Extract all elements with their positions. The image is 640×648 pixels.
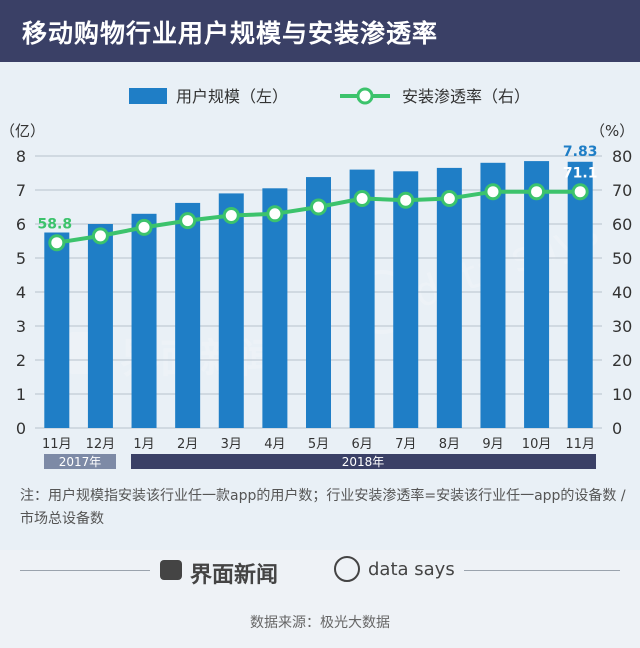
y-left-tick-label: 1 — [16, 385, 26, 404]
y-right-tick-label: 10 — [612, 385, 632, 404]
y-left-tick-label: 6 — [16, 215, 26, 234]
line-point — [397, 191, 415, 209]
x-tick-label: 8月 — [439, 437, 460, 452]
legend-bar-label: 用户规模（左） — [176, 87, 288, 106]
data-label: 7.83 — [563, 144, 598, 160]
y-left-tick-label: 8 — [16, 147, 26, 166]
data-label: 71.1 — [563, 166, 598, 182]
line-point — [266, 205, 284, 223]
annotations: 58.8 7.83 71.1 — [38, 144, 598, 233]
x-tick-label: 3月 — [221, 437, 242, 452]
bar — [131, 213, 157, 428]
y-right-tick-label: 70 — [612, 181, 632, 200]
y-right-tick-label: 30 — [612, 317, 632, 336]
y-left-tick-label: 5 — [16, 249, 26, 268]
bar — [436, 167, 462, 428]
y-right-tick-label: 80 — [612, 147, 632, 166]
line-point — [528, 183, 546, 201]
line-point — [91, 227, 109, 245]
year-band-2018 — [131, 454, 596, 469]
x-tick-label: 11月 — [565, 437, 595, 452]
y-right-tick-label: 40 — [612, 283, 632, 302]
y-right-tick-label: 0 — [612, 419, 622, 438]
bar — [480, 162, 506, 429]
bar — [306, 177, 331, 428]
legend-line-label: 安装渗透率（右） — [402, 87, 530, 106]
y-left-tick-label: 4 — [16, 283, 26, 302]
line-point — [222, 207, 240, 224]
chart-svg: 界面新闻 data says 用户规模（左） 安装渗透率（右） （亿） （%） … — [0, 87, 634, 469]
x-tick-label: 12月 — [86, 437, 116, 452]
line-point — [179, 212, 197, 230]
right-axis-unit: （%） — [590, 122, 634, 140]
bar — [524, 161, 550, 428]
year-label-2017: 2017年 — [59, 455, 102, 469]
line-point — [484, 183, 502, 201]
x-tick-label: 10月 — [522, 437, 552, 452]
line-point — [440, 190, 458, 207]
bar — [44, 232, 70, 428]
y-left-tick-label: 2 — [16, 351, 26, 370]
legend-bar-swatch — [129, 88, 167, 104]
line-point — [310, 198, 327, 216]
x-tick-label: 2月 — [177, 437, 198, 452]
left-y-axis: 0 1 2 3 4 5 6 7 8 — [16, 147, 26, 438]
line-point — [353, 190, 371, 207]
y-right-tick-label: 60 — [612, 215, 632, 234]
brand-name-cn: 界面新闻 — [190, 563, 279, 588]
chart-title: 移动购物行业用户规模与安装渗透率 — [22, 19, 439, 48]
header-bar: 移动购物行业用户规模与安装渗透率 — [0, 0, 640, 62]
x-tick-label: 7月 — [395, 437, 416, 452]
data-label: 58.8 — [38, 217, 73, 233]
line-point — [48, 234, 66, 252]
bar — [262, 188, 288, 428]
x-tick-label: 5月 — [308, 437, 329, 452]
data-says-logo-icon — [334, 556, 360, 582]
bar — [349, 169, 375, 428]
y-left-tick-label: 3 — [16, 317, 26, 336]
divider-right — [464, 570, 620, 571]
x-tick-label: 9月 — [482, 437, 503, 452]
data-source: 数据来源：极光大数据 — [250, 615, 390, 631]
year-label-2018: 2018年 — [342, 455, 385, 469]
x-tick-label: 4月 — [264, 437, 285, 452]
x-tick-label: 6月 — [351, 437, 372, 452]
bar — [87, 224, 113, 428]
footnote: 注：用户规模指安装该行业任一款app的用户数；行业安装渗透率=安装该行业任一ap… — [20, 488, 626, 527]
line-point — [571, 183, 589, 201]
line-point — [135, 218, 153, 236]
jiemian-logo-icon — [160, 560, 182, 580]
y-right-tick-label: 50 — [612, 249, 632, 268]
y-left-tick-label: 7 — [16, 181, 26, 200]
bar — [567, 161, 593, 428]
x-tick-label: 11月 — [42, 437, 72, 452]
bar — [218, 193, 244, 428]
bar — [393, 171, 419, 429]
left-axis-unit: （亿） — [0, 122, 45, 140]
legend-line-marker — [356, 87, 374, 105]
y-left-tick-label: 0 — [16, 419, 26, 438]
brand-name-en: data says — [368, 559, 455, 580]
brand-bar — [0, 550, 640, 648]
right-y-axis: 0 10 20 30 40 50 60 70 80 — [612, 147, 632, 438]
bar — [175, 202, 201, 428]
y-right-tick-label: 20 — [612, 351, 632, 370]
divider-left — [20, 570, 150, 571]
bar-series — [44, 161, 593, 429]
x-tick-label: 1月 — [133, 437, 154, 452]
x-axis: 11月 12月 1月 2月 3月 4月 5月 6月 7月 8月 9月 10月 11月 — [42, 437, 595, 452]
year-band-2017 — [44, 454, 116, 469]
line-series — [48, 183, 589, 252]
